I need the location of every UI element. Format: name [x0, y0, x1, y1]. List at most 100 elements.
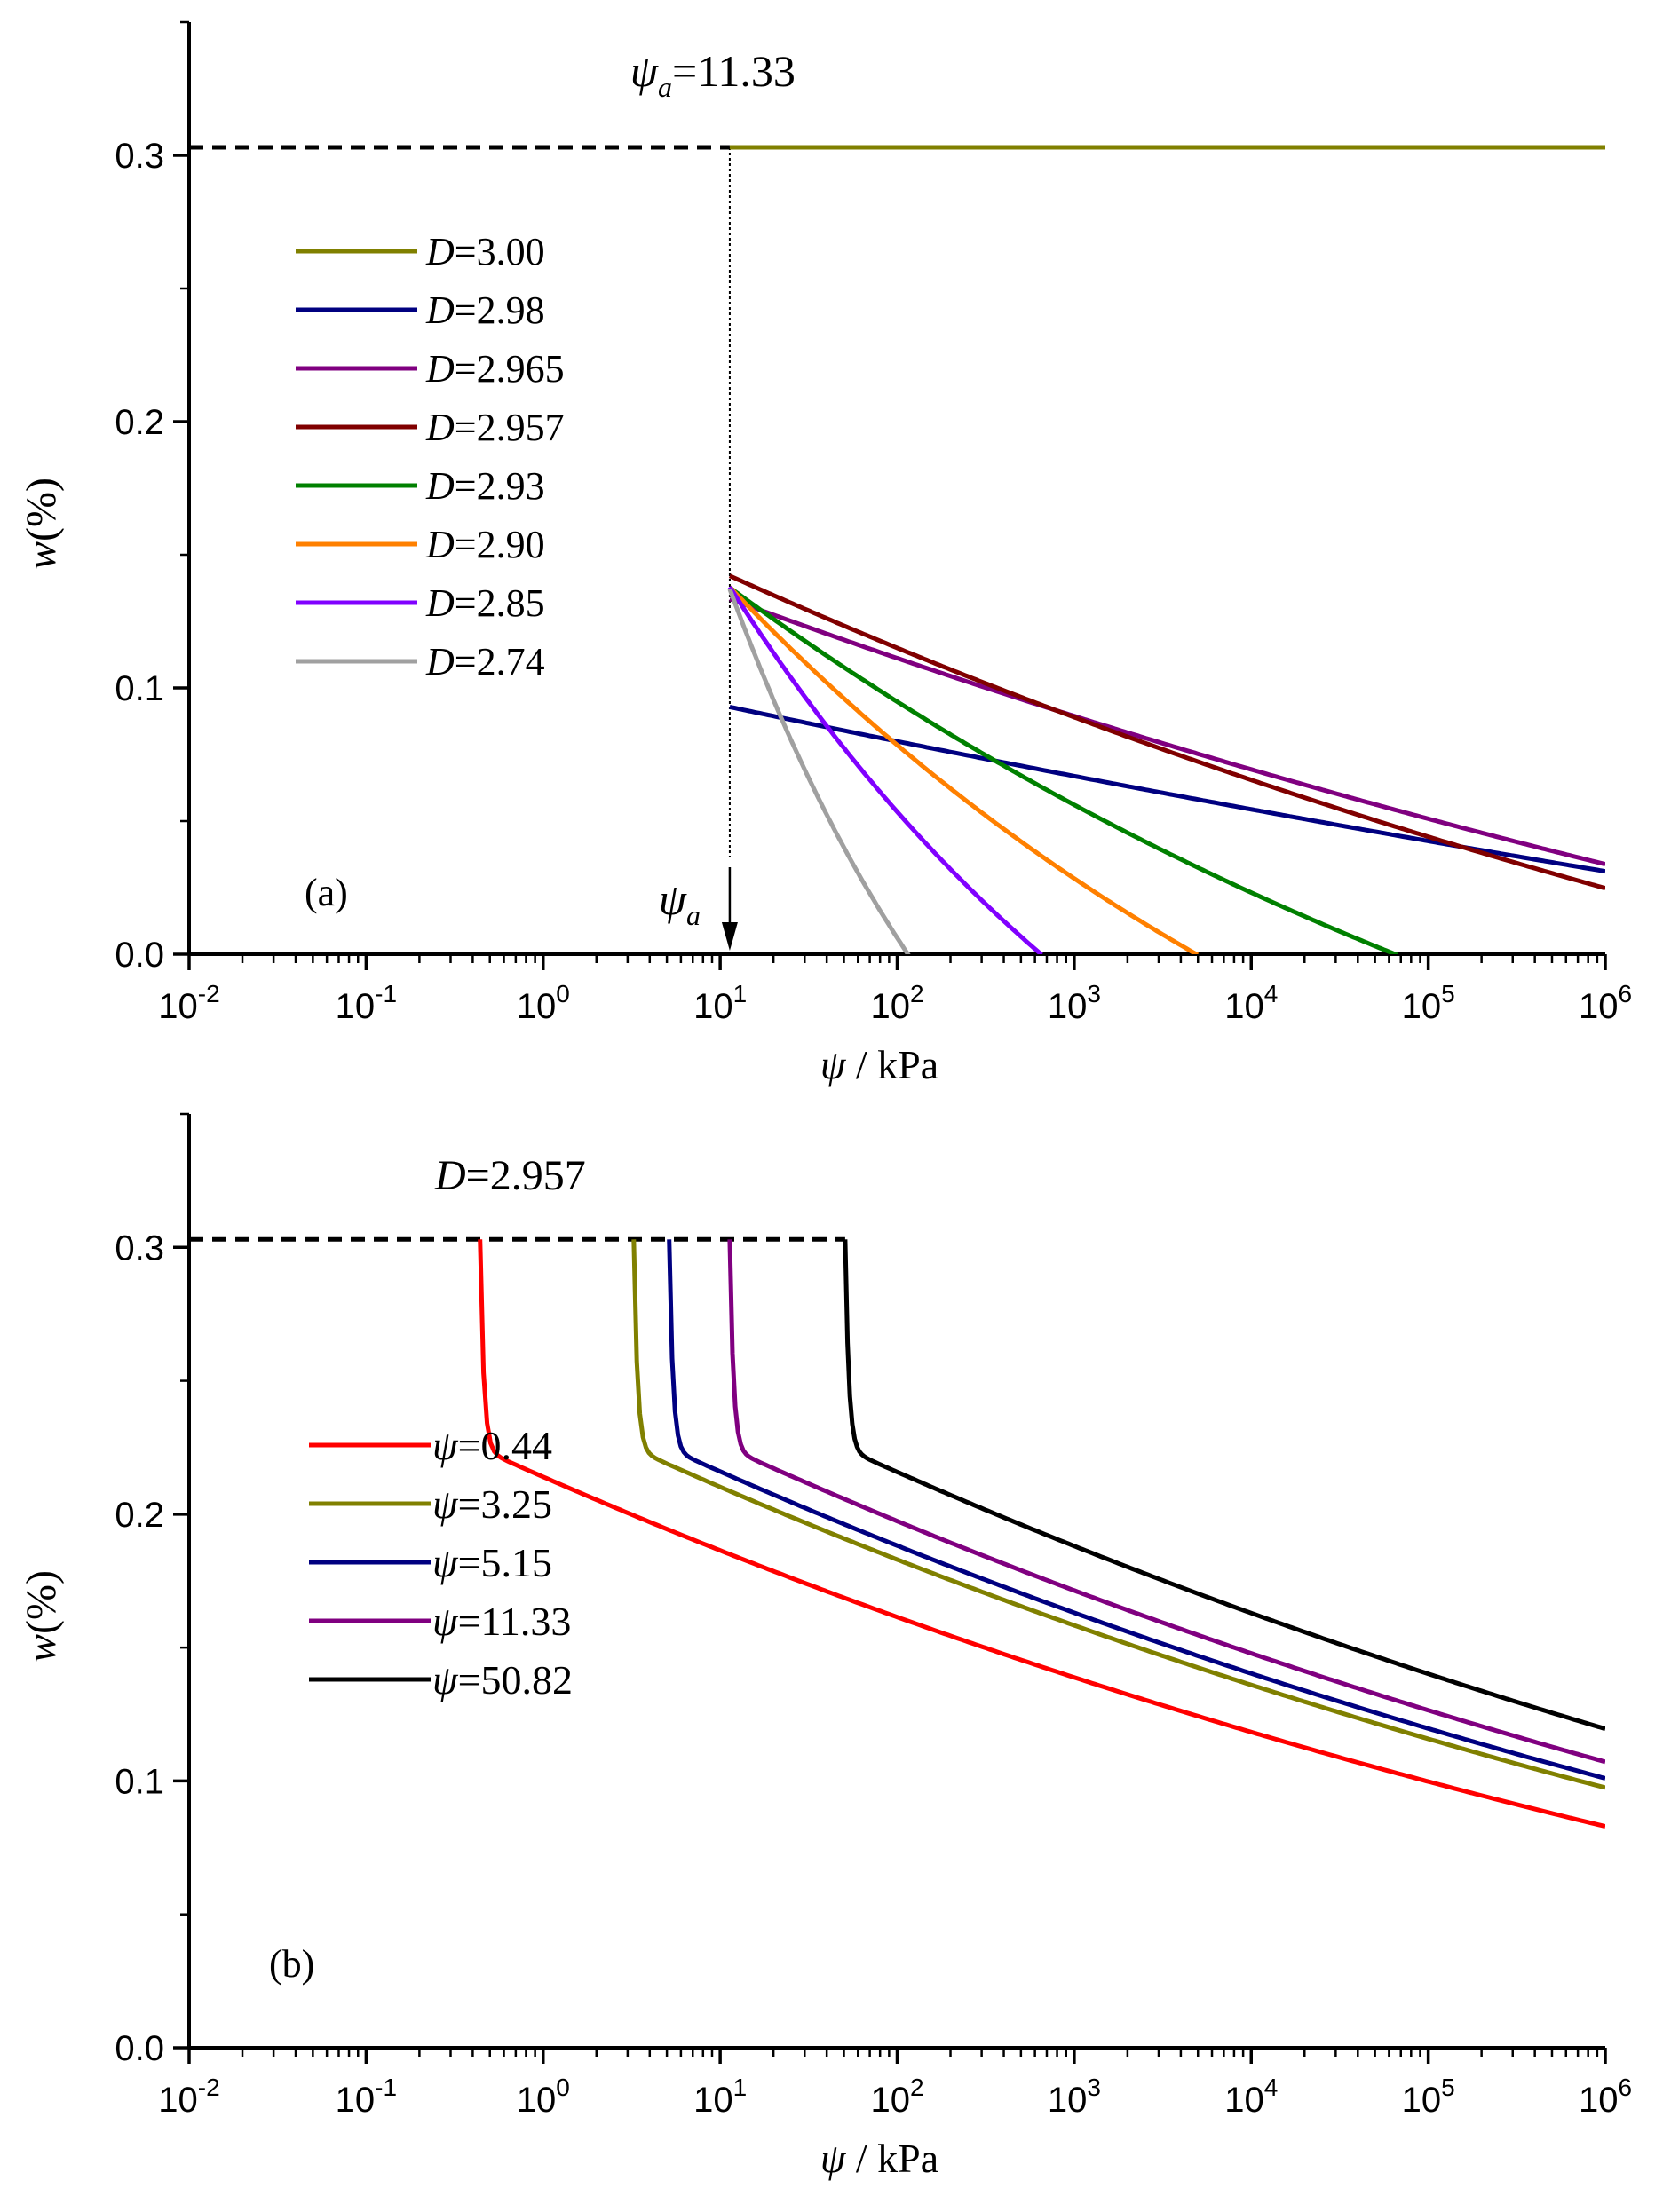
x-axis-unit: / kPa — [845, 1042, 938, 1087]
air-entry-top-label: ψa=11.33 — [630, 46, 796, 103]
series-line-D=2.957 — [728, 573, 1605, 891]
x-tick-exponent: -1 — [375, 2074, 397, 2101]
x-tick-base: 10 — [870, 2081, 910, 2120]
x-tick-exponent: 4 — [1264, 2074, 1279, 2101]
top-label-symbol: ψ — [630, 46, 659, 96]
legend-symbol: D — [425, 406, 455, 449]
legend-value: =2.957 — [455, 406, 565, 449]
x-tick-base: 10 — [1579, 2081, 1619, 2120]
x-tick-base: 10 — [693, 987, 733, 1026]
x-tick-exponent: 6 — [1618, 2074, 1632, 2101]
x-tick-label: 100 — [517, 2074, 570, 2120]
legend-symbol: D — [425, 523, 455, 566]
y-tick-label: 0.3 — [115, 1228, 164, 1268]
series-line-D=2.965 — [729, 596, 1605, 867]
x-tick-base: 10 — [517, 2081, 557, 2120]
x-tick-base: 10 — [158, 2081, 198, 2120]
legend-symbol: D — [425, 581, 455, 625]
legend-label: ψ=0.44 — [432, 1423, 552, 1468]
x-tick-exponent: 1 — [733, 2074, 748, 2101]
x-tick-exponent: -2 — [198, 2074, 220, 2101]
y-tick-label: 0.0 — [115, 936, 164, 975]
x-tick-base: 10 — [693, 2081, 733, 2120]
top-label-subscript: a — [658, 71, 672, 103]
top-label-symbol: D — [434, 1152, 466, 1199]
y-tick-label: 0.2 — [115, 1496, 164, 1535]
legend-label: D=2.965 — [425, 347, 565, 391]
x-tick-base: 10 — [517, 987, 557, 1026]
legend-value: =50.82 — [458, 1657, 573, 1702]
series-line-ψ=5.15 — [667, 1239, 1605, 1781]
x-tick-base: 10 — [1402, 987, 1442, 1026]
legend-value: =2.98 — [455, 288, 545, 332]
x-tick-exponent: 0 — [556, 2074, 570, 2101]
x-tick-exponent: 2 — [910, 980, 924, 1007]
x-tick-label: 103 — [1048, 980, 1101, 1026]
legend-label: D=3.00 — [425, 230, 545, 273]
series-line-ψ=11.33 — [727, 1239, 1605, 1765]
x-tick-label: 106 — [1579, 2074, 1632, 2120]
y-axis-symbol: w — [18, 1634, 65, 1663]
x-axis-unit: / kPa — [845, 2136, 938, 2181]
legend-symbol: ψ — [432, 1540, 459, 1585]
legend-value: =2.93 — [455, 464, 545, 508]
series-group — [478, 1239, 1605, 1829]
x-tick-label: 105 — [1402, 2074, 1455, 2120]
x-tick-base: 10 — [158, 987, 198, 1026]
panel-top-label: D=2.957 — [434, 1152, 586, 1199]
legend-symbol: D — [425, 288, 455, 332]
legend-label: ψ=3.25 — [432, 1481, 552, 1527]
legend-value: =2.85 — [455, 581, 545, 625]
x-tick-exponent: -1 — [375, 980, 397, 1007]
x-tick-exponent: 1 — [733, 980, 748, 1007]
top-label-value: =2.957 — [466, 1152, 586, 1199]
x-tick-base: 10 — [1402, 2081, 1442, 2120]
x-tick-label: 104 — [1224, 2074, 1278, 2120]
legend-value: =0.44 — [458, 1423, 552, 1468]
legend-value: =3.25 — [458, 1481, 552, 1527]
x-tick-label: 101 — [693, 980, 747, 1026]
legend-symbol: ψ — [432, 1423, 459, 1468]
legend: ψ=0.44ψ=3.25ψ=5.15ψ=11.33ψ=50.82 — [309, 1423, 573, 1702]
y-axis-symbol: w — [18, 541, 65, 570]
legend-label: ψ=5.15 — [432, 1540, 552, 1585]
x-axis-symbol: ψ — [820, 2136, 847, 2181]
x-axis-symbol: ψ — [820, 1042, 847, 1087]
x-tick-exponent: 6 — [1618, 980, 1632, 1007]
y-tick-label: 0.2 — [115, 403, 164, 442]
arrow-label-symbol: ψ — [659, 874, 687, 924]
series-line-D=2.98 — [729, 704, 1605, 874]
legend-label: D=2.74 — [425, 640, 545, 683]
x-tick-exponent: 0 — [556, 980, 570, 1007]
series-line-D=2.74 — [727, 588, 911, 954]
series-line-ψ=50.82 — [843, 1239, 1605, 1731]
legend-symbol: D — [425, 464, 455, 508]
series-line-ψ=0.44 — [478, 1239, 1605, 1829]
legend-symbol: ψ — [432, 1599, 459, 1644]
x-tick-exponent: 5 — [1441, 2074, 1455, 2101]
x-tick-base: 10 — [1579, 987, 1619, 1026]
x-tick-exponent: 4 — [1264, 980, 1279, 1007]
air-entry-arrow-head — [721, 922, 738, 951]
x-tick-label: 10-2 — [158, 980, 219, 1026]
legend-symbol: D — [425, 640, 455, 683]
x-tick-exponent: 2 — [910, 2074, 924, 2101]
legend: D=3.00D=2.98D=2.965D=2.957D=2.93D=2.90D=… — [296, 230, 565, 683]
legend-label: D=2.957 — [425, 406, 565, 449]
x-tick-label: 10-1 — [336, 980, 397, 1026]
panel-label: (a) — [305, 871, 348, 914]
x-tick-label: 106 — [1579, 980, 1632, 1026]
legend-value: =11.33 — [458, 1599, 572, 1644]
y-tick-label: 0.1 — [115, 669, 164, 708]
air-entry-arrow-label: ψa — [659, 874, 701, 931]
legend-value: =3.00 — [455, 230, 545, 273]
x-tick-base: 10 — [870, 987, 910, 1026]
legend-label: D=2.93 — [425, 464, 545, 508]
x-tick-label: 101 — [693, 2074, 747, 2120]
x-tick-label: 102 — [870, 2074, 923, 2120]
chart-panel-2: 10-2 10-1 100 101 102 103 104 105 1060.00.10.20.… — [18, 1112, 1632, 2181]
series-line-D=2.90 — [728, 585, 1200, 954]
legend-label: D=2.85 — [425, 581, 545, 625]
x-tick-exponent: 3 — [1087, 2074, 1101, 2101]
y-axis-unit: (%) — [18, 478, 65, 541]
